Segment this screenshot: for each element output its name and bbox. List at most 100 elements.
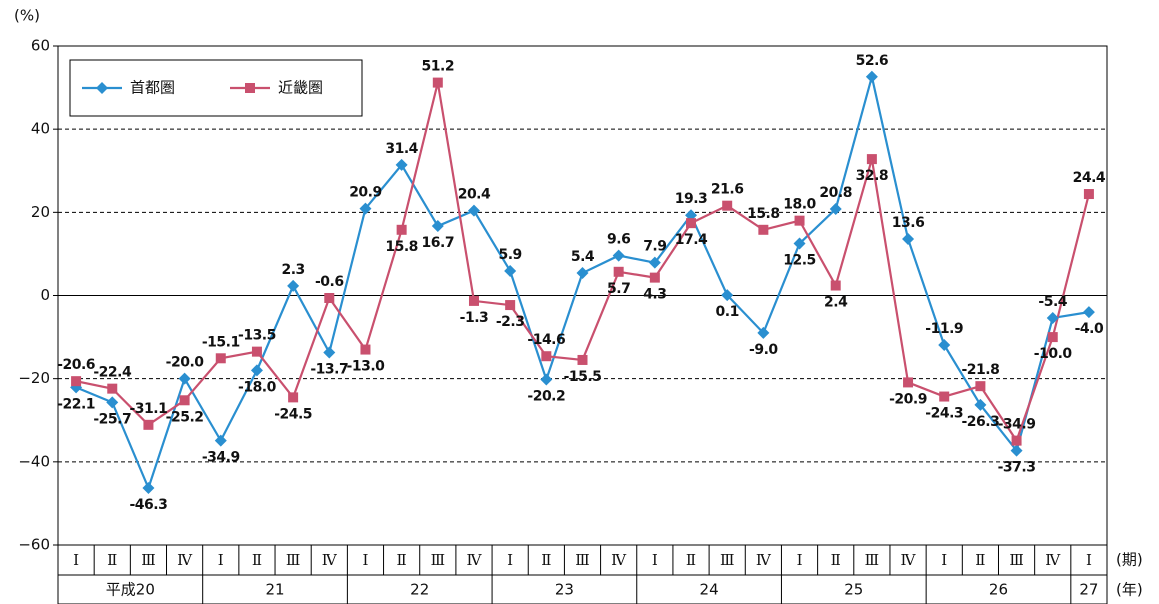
point: [648, 256, 661, 269]
point: [323, 346, 336, 359]
data-label: -10.0: [1034, 346, 1073, 362]
data-label: 31.4: [385, 141, 418, 157]
x-unit-quarter: (期): [1116, 551, 1143, 569]
data-label: 32.8: [856, 168, 889, 184]
data-label: -0.6: [315, 274, 344, 290]
point: [975, 381, 986, 392]
point: [865, 70, 878, 83]
x-tick-label: Ⅳ: [322, 551, 338, 569]
x-unit-year: (年): [1116, 581, 1143, 599]
data-label: 5.7: [607, 281, 630, 297]
x-tick-label: Ⅰ: [218, 551, 224, 569]
data-label: -14.6: [527, 332, 565, 348]
data-label: 4.3: [643, 287, 666, 303]
year-label: 23: [555, 581, 574, 599]
data-label: -20.6: [57, 357, 95, 373]
x-tick-label: Ⅳ: [756, 551, 772, 569]
point: [1011, 435, 1022, 446]
data-label: -34.9: [998, 417, 1036, 433]
x-tick-label: Ⅰ: [73, 551, 79, 569]
point: [612, 249, 625, 262]
point: [939, 391, 950, 402]
year-label: 26: [989, 581, 1008, 599]
data-label: -26.3: [961, 414, 999, 430]
data-label: -13.0: [347, 359, 386, 375]
data-label: -20.9: [889, 391, 927, 407]
point: [757, 326, 770, 339]
point: [107, 383, 118, 394]
point: [468, 295, 479, 306]
data-label: -9.0: [749, 342, 778, 358]
year-label: 平成20: [106, 581, 155, 599]
data-label: -25.7: [93, 411, 131, 427]
point: [395, 158, 408, 171]
point: [250, 364, 263, 377]
point: [903, 377, 914, 388]
point: [106, 396, 119, 409]
data-label: 12.5: [783, 253, 816, 269]
point: [287, 279, 300, 292]
y-tick-label: −20: [18, 369, 50, 387]
data-label: -20.0: [166, 355, 205, 371]
point: [758, 224, 769, 235]
legend-marker: [245, 83, 255, 93]
x-tick-label: Ⅱ: [541, 551, 551, 569]
point: [938, 338, 951, 351]
point: [504, 264, 517, 277]
data-label: -13.5: [238, 328, 276, 344]
data-label: 51.2: [422, 59, 455, 75]
point: [794, 215, 805, 226]
x-tick-label: Ⅱ: [107, 551, 117, 569]
x-tick-label: Ⅰ: [652, 551, 658, 569]
point: [866, 154, 877, 165]
point: [830, 280, 841, 291]
point: [540, 373, 553, 386]
x-tick-label: Ⅳ: [466, 551, 482, 569]
point: [829, 203, 842, 216]
x-tick-label: Ⅱ: [975, 551, 985, 569]
point: [288, 392, 299, 403]
point: [505, 300, 516, 311]
data-label: -20.2: [527, 388, 565, 404]
point: [541, 351, 552, 362]
point: [649, 272, 660, 283]
data-label: 16.7: [422, 235, 455, 251]
x-tick-label: Ⅱ: [397, 551, 407, 569]
y-tick-label: 20: [31, 203, 50, 221]
point: [324, 292, 335, 303]
year-label: 24: [700, 581, 719, 599]
point: [1082, 306, 1095, 319]
legend-label: 近畿圏: [278, 79, 323, 97]
data-label: 18.0: [783, 197, 816, 213]
year-label: 25: [844, 581, 863, 599]
data-label: -1.3: [460, 310, 489, 326]
point: [432, 77, 443, 88]
point: [793, 237, 806, 250]
x-tick-label: Ⅳ: [901, 551, 917, 569]
x-tick-label: Ⅲ: [720, 551, 734, 569]
x-tick-label: Ⅳ: [611, 551, 627, 569]
x-tick-label: Ⅲ: [865, 551, 879, 569]
data-label: 20.4: [458, 187, 491, 203]
point: [214, 434, 227, 447]
legend-marker: [96, 82, 108, 94]
point: [1046, 311, 1059, 324]
point: [613, 266, 624, 277]
data-label: 17.4: [675, 232, 708, 248]
point: [902, 232, 915, 245]
y-tick-label: 0: [40, 286, 50, 304]
data-label: 19.3: [675, 191, 708, 207]
data-label: 13.6: [892, 215, 925, 231]
year-label: 22: [410, 581, 429, 599]
y-axis-label: (%): [14, 7, 40, 25]
y-tick-label: −60: [18, 536, 50, 554]
point: [215, 353, 226, 364]
data-label: -11.9: [925, 321, 963, 337]
data-label: -5.4: [1038, 294, 1067, 310]
x-tick-label: Ⅰ: [1086, 551, 1092, 569]
data-label: -21.8: [961, 362, 999, 378]
data-label: -2.3: [496, 314, 525, 330]
data-label: -37.3: [998, 460, 1036, 476]
y-tick-label: −40: [18, 452, 50, 470]
